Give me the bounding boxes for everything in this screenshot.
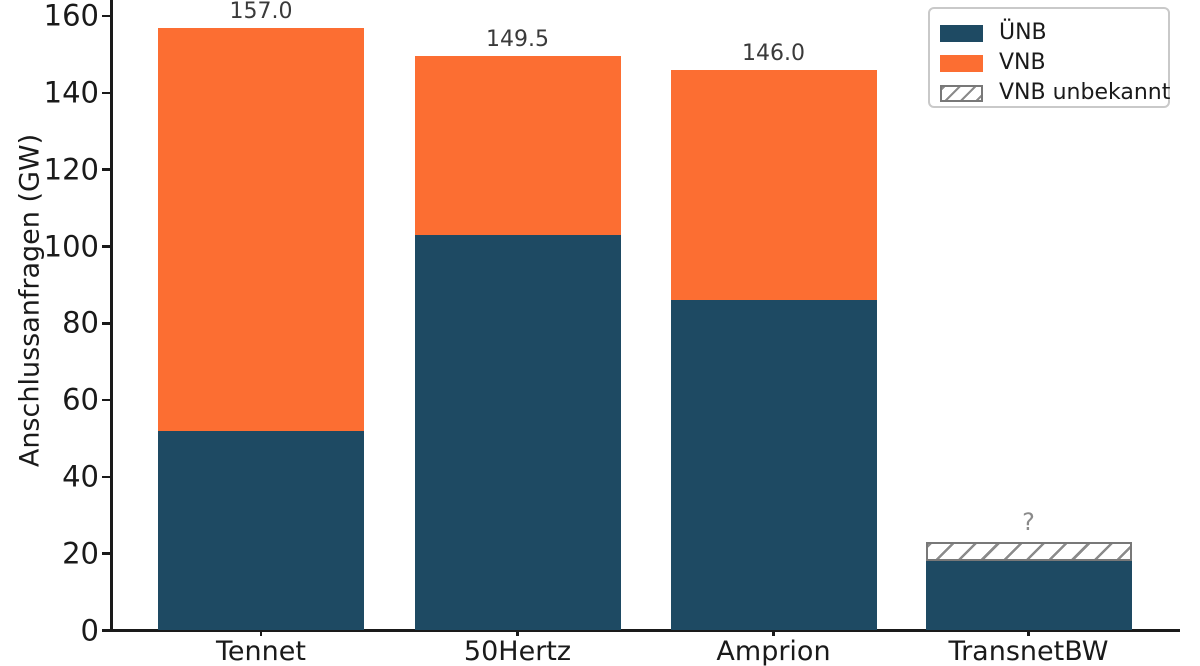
x-tick-mark — [1027, 631, 1030, 636]
y-tick-label: 160 — [43, 0, 99, 33]
unb-color-swatch — [940, 24, 983, 42]
x-axis-line — [110, 629, 1180, 632]
bar-segment-ünb-transnetbw — [925, 561, 1132, 631]
y-tick-label: 100 — [43, 229, 99, 263]
x-tick-mark — [772, 631, 775, 636]
bar-segment-ünb-amprion — [670, 300, 877, 631]
y-tick-mark — [102, 322, 110, 325]
bar-segment-ünb-50hertz — [414, 234, 621, 631]
y-tick-label: 60 — [62, 382, 99, 417]
x-tick-label-tennet: Tennet — [216, 636, 306, 666]
legend-item-vnb: VNB — [930, 48, 1168, 78]
y-tick-label: 80 — [62, 305, 99, 340]
x-tick-mark — [259, 631, 263, 636]
y-tick-label: 140 — [43, 75, 99, 110]
bar-total-label-tennet: 157.0 — [229, 0, 293, 24]
y-tick-mark — [102, 91, 110, 95]
y-tick-mark — [102, 14, 110, 18]
legend-label-vnb-unbekannt: VNB unbekannt — [999, 80, 1171, 105]
legend-label-unb: ÜNB — [999, 20, 1047, 45]
y-tick-label: 20 — [62, 536, 99, 571]
bar-segment-vnb-50hertz — [414, 56, 621, 235]
y-tick-mark — [102, 629, 110, 632]
y-axis-line — [110, 0, 113, 631]
legend-item-unb: ÜNB — [930, 18, 1168, 48]
vnb-color-swatch — [940, 54, 983, 72]
bar-total-label-transnetbw: ? — [1022, 508, 1035, 537]
y-tick-mark — [102, 552, 110, 555]
legend: ÜNB VNB VNB unbekannt — [928, 7, 1170, 108]
bar-total-label-amprion: 146.0 — [742, 40, 805, 66]
y-tick-label: 40 — [62, 459, 99, 494]
bar-segment-vnb-amprion — [670, 69, 877, 301]
x-tick-label-amprion: Amprion — [716, 636, 831, 666]
x-tick-label-50hertz: 50Hertz — [463, 636, 572, 666]
vnb-unbekannt-hatch-swatch — [940, 84, 983, 102]
bar-segment-ünb-tennet — [158, 430, 364, 631]
x-tick-label-transnetbw: TransnetBW — [948, 636, 1109, 666]
y-tick-label: 0 — [80, 613, 99, 647]
bar-total-label-50hertz: 149.5 — [486, 27, 549, 53]
y-tick-label: 120 — [43, 152, 99, 187]
bar-segment-vnb-tennet — [158, 27, 364, 431]
legend-label-vnb: VNB — [999, 50, 1046, 75]
bar-segment-vnb-unbekannt-transnetbw — [925, 542, 1132, 562]
legend-item-vnb-unbekannt: VNB unbekannt — [930, 78, 1171, 108]
x-tick-mark — [516, 631, 519, 636]
y-tick-mark — [102, 245, 110, 248]
y-tick-mark — [102, 398, 110, 402]
y-tick-mark — [102, 475, 110, 479]
y-tick-mark — [102, 168, 110, 171]
